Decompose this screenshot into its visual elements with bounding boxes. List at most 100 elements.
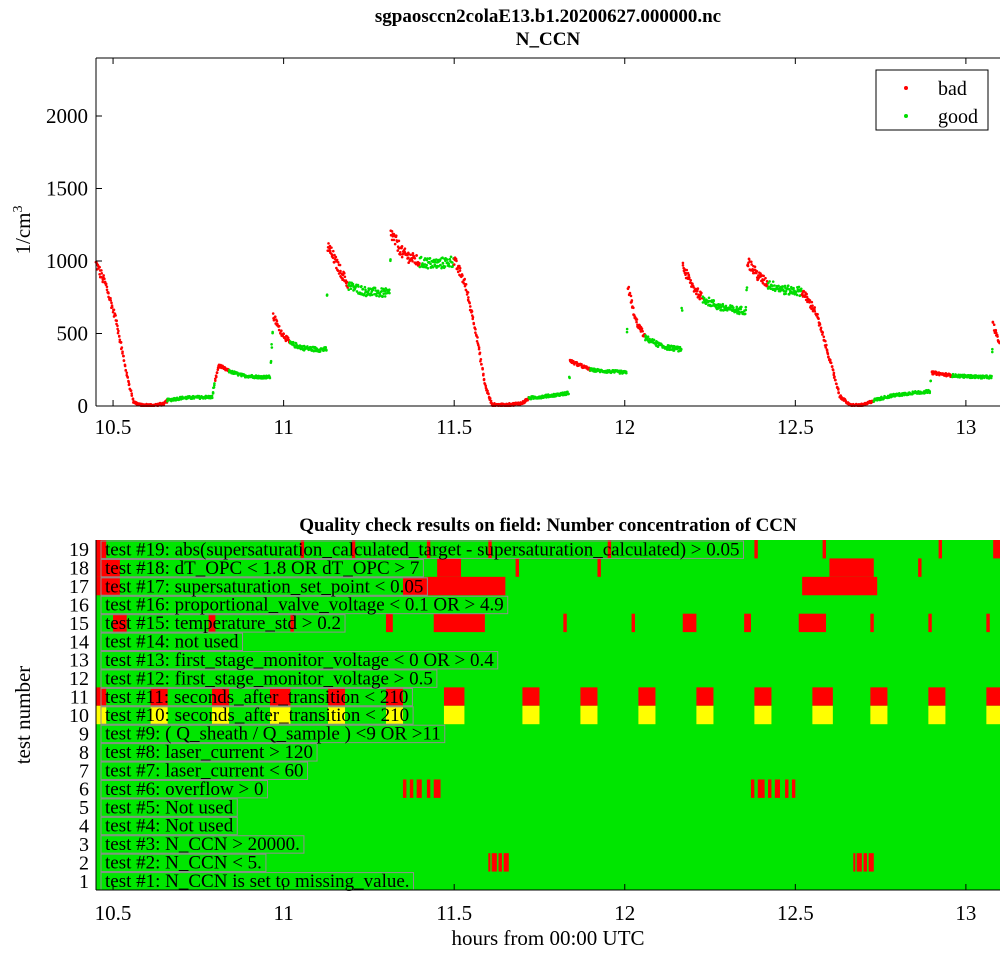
qc-test-label-box — [100, 706, 414, 725]
qc-flag-test-11 — [211, 687, 230, 706]
qc-flag-test-19 — [607, 540, 612, 559]
timeseries-point-good — [567, 375, 571, 379]
timeseries-point-good — [678, 345, 682, 349]
timeseries-point-bad — [698, 297, 702, 301]
timeseries-x-tick-label: 12.5 — [777, 415, 814, 439]
qc-test-label-box — [100, 853, 267, 873]
timeseries-point-good — [991, 347, 994, 351]
timeseries-point-bad — [394, 234, 398, 237]
timeseries-point-good — [449, 255, 453, 259]
qc-flag-test-2 — [863, 853, 867, 872]
qc-test-label-3: test #3: N_CCN > 20000. — [105, 834, 300, 855]
timeseries-point-bad — [489, 399, 493, 403]
qc-test-label-box — [100, 614, 346, 633]
timeseries-point-bad — [811, 304, 814, 307]
qc-flag-test-19 — [822, 540, 827, 559]
timeseries-x-tick-label: 13 — [955, 415, 976, 439]
qc-test-label-19: test #19: abs(supersaturation_calculated… — [105, 539, 740, 560]
timeseries-point-bad — [413, 257, 417, 260]
timeseries-point-good — [378, 292, 382, 295]
qc-flag-test-11 — [327, 687, 346, 706]
qc-flag-test-19 — [993, 540, 1000, 559]
timeseries-point-bad — [685, 268, 689, 272]
qc-flag-test-18 — [597, 558, 601, 577]
timeseries-point-good — [880, 395, 883, 399]
timeseries-point-bad — [343, 275, 347, 279]
y-axis-unit-exponent: 3 — [11, 206, 26, 213]
timeseries-point-good — [418, 265, 422, 269]
timeseries-point-good — [260, 375, 264, 378]
timeseries-point-good — [431, 265, 435, 269]
timeseries-point-bad — [98, 272, 101, 276]
qc-flag-test-11 — [522, 687, 540, 706]
timeseries-point-bad — [824, 346, 828, 349]
timeseries-point-bad — [696, 287, 700, 290]
timeseries-point-bad — [468, 300, 471, 304]
qc-flag-test-15 — [928, 613, 932, 633]
qc-test-label-box — [100, 724, 446, 744]
timeseries-point-good — [361, 287, 365, 291]
qc-test-label-16: test #16: proportional_valve_voltage < 0… — [105, 595, 504, 616]
qc-test-label-box — [100, 577, 428, 596]
qc-test-label-box — [100, 687, 413, 707]
timeseries-point-good — [567, 392, 570, 396]
qc-test-label-box — [100, 798, 238, 817]
timeseries-point-bad — [336, 269, 340, 273]
timeseries-y-tick-label: 0 — [78, 394, 89, 418]
timeseries-point-bad — [452, 263, 456, 266]
timeseries-point-good — [388, 288, 391, 292]
timeseries-point-bad — [765, 283, 769, 287]
qc-y-tick-label: 6 — [79, 779, 89, 801]
timeseries-point-bad — [824, 339, 827, 343]
qc-chart-title: Quality check results on field: Number c… — [299, 515, 797, 536]
timeseries-point-bad — [124, 369, 128, 372]
timeseries-point-good — [211, 390, 215, 394]
timeseries-point-good — [712, 299, 716, 303]
timeseries-point-bad — [126, 375, 129, 378]
timeseries-point-bad — [118, 338, 122, 342]
timeseries-point-bad — [836, 387, 840, 390]
qc-flag-test-17 — [96, 576, 120, 596]
timeseries-point-good — [446, 258, 449, 261]
timeseries-point-bad — [415, 254, 418, 257]
timeseries-point-bad — [335, 258, 339, 262]
qc-y-tick-label: 10 — [69, 705, 89, 727]
timeseries-point-good — [429, 262, 432, 266]
timeseries-point-bad — [471, 317, 475, 321]
timeseries-point-bad — [116, 327, 119, 331]
qc-flag-test-6 — [774, 779, 780, 798]
qc-test-label-1: test #1: N_CCN is set to missing_value. — [105, 871, 410, 892]
qc-flag-test-15 — [682, 613, 697, 633]
qc-flag-test-15 — [631, 613, 635, 633]
timeseries-point-bad — [331, 249, 335, 253]
timeseries-point-bad — [465, 293, 469, 296]
qc-y-tick-label: 11 — [70, 687, 89, 709]
qc-y-tick-label: 5 — [79, 797, 89, 819]
timeseries-y-ticks: 0 500 1000 1500 2000 — [46, 104, 102, 418]
qc-flag-test-2 — [503, 853, 509, 872]
timeseries-point-bad — [827, 355, 830, 359]
timeseries-point-good — [318, 350, 322, 353]
qc-flag-test-15 — [744, 613, 751, 633]
timeseries-point-good — [324, 346, 327, 349]
timeseries-point-bad — [468, 305, 472, 308]
qc-flag-test-6 — [757, 779, 765, 798]
qc-test-label-box — [100, 540, 745, 559]
timeseries-point-bad — [286, 336, 290, 340]
timeseries-point-bad — [699, 291, 703, 295]
qc-flag-test-11 — [986, 687, 1000, 706]
timeseries-point-bad — [399, 253, 402, 256]
timeseries-point-bad — [635, 320, 638, 324]
qc-flag-test-6 — [750, 779, 755, 798]
qc-flag-test-15 — [433, 613, 485, 633]
qc-heatmap: test #1: N_CCN is set to missing_value. t… — [11, 539, 1000, 950]
timeseries-point-good — [291, 340, 295, 344]
qc-flag-test-18 — [829, 558, 874, 577]
qc-flag-test-17 — [802, 576, 878, 596]
timeseries-point-bad — [461, 274, 464, 277]
legend-box — [875, 69, 989, 131]
timeseries-point-good — [441, 262, 445, 265]
timeseries-y-tick-label: 1500 — [46, 177, 88, 201]
timeseries-point-bad — [687, 274, 691, 277]
timeseries-point-bad — [213, 379, 217, 383]
